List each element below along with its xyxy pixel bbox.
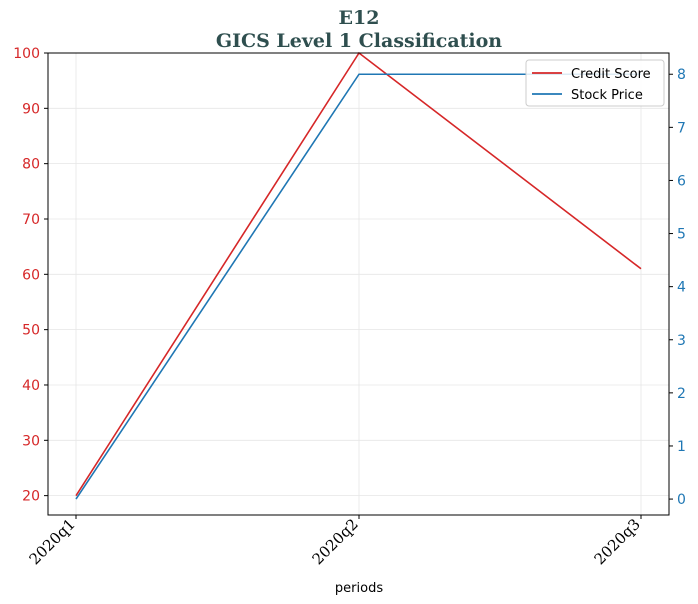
x-tick-label: 2020q3 — [591, 515, 644, 568]
legend-label: Stock Price — [571, 88, 643, 103]
legend-label: Credit Score — [571, 67, 651, 82]
series-layer — [75, 51, 642, 500]
left-tick-label: 100 — [13, 46, 40, 62]
left-tick-label: 40 — [22, 378, 40, 394]
left-tick-label: 80 — [22, 157, 40, 173]
right-tick-label: 7 — [677, 120, 686, 136]
right-tick-label: 6 — [677, 173, 686, 189]
grid — [48, 52, 669, 515]
chart-subtitle: GICS Level 1 Classification — [216, 30, 502, 52]
right-tick-label: 4 — [677, 280, 686, 296]
right-tick-label: 0 — [677, 492, 686, 508]
left-tick-label: 20 — [22, 489, 40, 505]
x-axis: 2020q1 2020q2 2020q3 — [26, 515, 644, 568]
chart-title: E12 — [339, 7, 380, 29]
right-axis: 0 1 2 3 4 5 6 7 8 — [669, 67, 686, 508]
left-axis: 20 30 40 50 60 70 80 90 100 — [13, 46, 48, 505]
series-line-stock-price — [75, 73, 641, 500]
right-tick-label: 8 — [677, 67, 686, 83]
right-tick-label: 2 — [677, 386, 686, 402]
right-tick-label: 3 — [677, 333, 686, 349]
right-tick-label: 5 — [677, 227, 686, 243]
left-tick-label: 30 — [22, 433, 40, 449]
left-tick-label: 50 — [22, 323, 40, 339]
right-tick-label: 1 — [677, 439, 686, 455]
x-tick-label: 2020q1 — [26, 515, 79, 568]
plot-frame — [47, 52, 670, 516]
x-tick-label: 2020q2 — [309, 515, 362, 568]
left-tick-label: 60 — [22, 267, 40, 283]
left-tick-label: 90 — [22, 101, 40, 117]
legend: Credit Score Stock Price — [525, 59, 665, 107]
left-tick-label: 70 — [22, 212, 40, 228]
x-axis-label: periods — [335, 581, 383, 596]
